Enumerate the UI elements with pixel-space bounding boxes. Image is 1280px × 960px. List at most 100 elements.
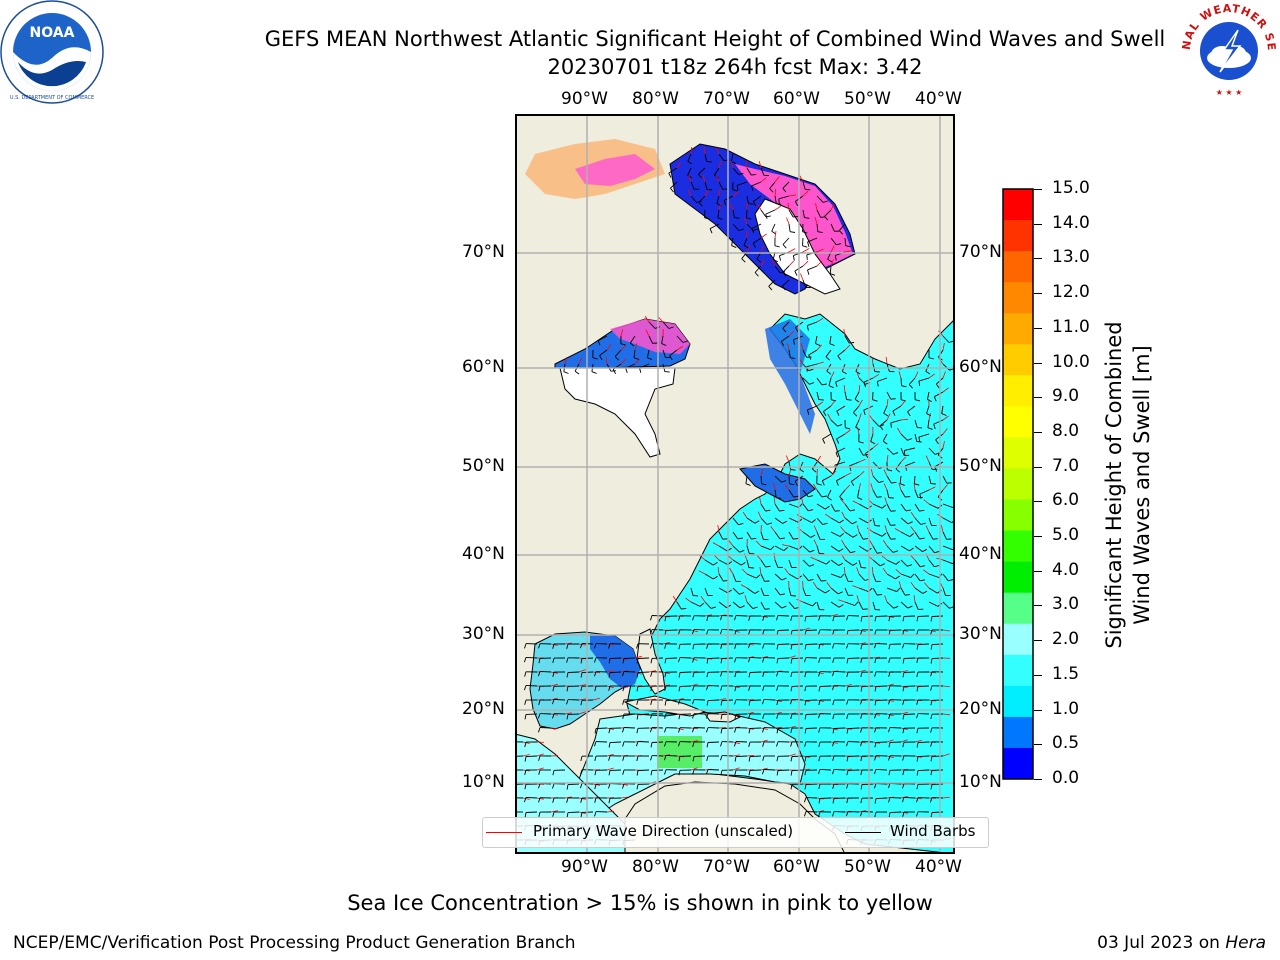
wave-direction-arrow	[858, 458, 866, 463]
wind-barb-flag	[799, 468, 805, 473]
wind-barb-flag	[692, 769, 695, 775]
wind-barb	[870, 433, 874, 442]
wind-barb	[819, 713, 832, 715]
wind-barb-flag	[738, 228, 744, 231]
wind-barb-flag	[738, 522, 744, 526]
wind-barb	[942, 559, 953, 565]
wind-barb-flag	[664, 672, 667, 678]
wave-direction-arrow	[774, 699, 782, 703]
wind-barb	[905, 461, 916, 467]
wind-barb-flag	[524, 643, 527, 649]
wave-direction-arrow	[745, 161, 748, 169]
wave-direction-arrow	[802, 699, 810, 703]
wind-barb	[900, 545, 910, 552]
wind-barb-flag	[552, 783, 555, 789]
wave-direction-arrow	[816, 344, 822, 351]
map-legend: Primary Wave Direction (unscaled) Wind B…	[482, 817, 989, 848]
wind-barb-flag	[636, 728, 639, 734]
wind-barb-flag	[860, 769, 863, 776]
wind-barb	[746, 195, 749, 204]
wind-barb-flag	[832, 699, 835, 706]
wind-barb-flag	[754, 590, 760, 594]
wind-barb-flag	[792, 339, 795, 345]
wind-barb-flag	[809, 549, 815, 553]
wave-direction-arrow	[884, 525, 888, 533]
wind-barb-flag	[846, 728, 849, 734]
wave-direction-arrow	[787, 343, 790, 351]
wind-barb	[679, 741, 692, 743]
wind-barb	[837, 349, 846, 357]
wind-barb	[816, 573, 822, 582]
wind-barb-flag	[566, 812, 569, 818]
wind-barb	[861, 685, 874, 688]
wave-direction-arrow	[564, 796, 572, 799]
wind-barb-flag	[879, 425, 884, 431]
wind-barb-flag	[579, 643, 583, 649]
wind-barb	[900, 573, 911, 579]
wave-direction-arrow	[914, 739, 922, 743]
wave-direction-arrow	[690, 727, 699, 730]
wind-barb-flag	[768, 286, 773, 291]
wind-barb-flag	[902, 728, 905, 734]
wind-barb-flag	[874, 671, 877, 677]
wind-barb-flag	[594, 728, 597, 734]
wind-barb	[854, 391, 860, 400]
wave-direction-arrow	[712, 542, 720, 547]
wind-barb	[875, 768, 888, 771]
wind-barb-flag	[854, 398, 860, 403]
wind-barb-flag	[831, 685, 835, 691]
wind-barb	[844, 335, 850, 344]
wind-barb-flag	[902, 811, 905, 817]
wind-barb	[760, 503, 766, 512]
wind-barb	[808, 349, 818, 356]
wave-direction-arrow	[690, 657, 698, 661]
wind-barb	[662, 349, 666, 358]
wind-barb-flag	[731, 161, 737, 165]
wind-barb	[830, 573, 841, 579]
wind-barb	[828, 377, 832, 386]
wind-barb-flag	[832, 755, 835, 761]
wave-direction-arrow	[841, 511, 846, 519]
wind-barb	[942, 475, 948, 484]
colorbar-tick-mark	[1034, 605, 1042, 607]
wave-direction-arrow	[813, 525, 818, 533]
wind-barb-flag	[826, 370, 832, 375]
wind-barb	[751, 181, 762, 187]
wind-barb	[662, 321, 670, 329]
lat-label: 60°N	[959, 357, 1002, 377]
colorbar-tick-label: 8.0	[1052, 420, 1080, 441]
wind-barb	[919, 489, 930, 495]
wind-barb-flag	[822, 200, 828, 203]
wind-barb	[690, 587, 694, 596]
wind-barb	[816, 489, 823, 498]
wind-barb-flag	[790, 741, 793, 747]
colorbar-tick-mark	[1034, 466, 1042, 468]
wind-barb-flag	[930, 616, 933, 622]
wind-barb-flag	[776, 756, 779, 762]
wind-barb-flag	[920, 579, 925, 582]
wind-barb-flag	[608, 685, 611, 691]
wind-barb-flag	[888, 713, 891, 720]
wind-barb	[718, 545, 728, 552]
wind-barb-flag	[852, 534, 858, 538]
wind-barb-flag	[907, 564, 913, 567]
wind-barb-flag	[552, 643, 555, 649]
wind-barb	[872, 601, 876, 610]
wind-barb	[872, 559, 881, 567]
wave-direction-arrow	[732, 629, 740, 633]
colorbar-band	[1003, 282, 1033, 314]
wave-direction-arrow	[882, 567, 888, 575]
wind-barb-flag	[893, 605, 899, 609]
wind-barb-flag	[782, 188, 787, 193]
wave-direction-arrow	[812, 483, 818, 491]
wind-barb-flag	[748, 672, 751, 678]
wave-direction-arrow	[900, 685, 908, 689]
wind-barb	[857, 489, 860, 498]
wind-barb	[777, 727, 790, 729]
wind-barb	[802, 503, 809, 512]
wind-barb	[714, 167, 720, 176]
wind-barb	[690, 195, 697, 203]
wind-barb	[934, 391, 944, 398]
wind-barb-flag	[846, 713, 849, 720]
wave-direction-arrow	[856, 567, 860, 575]
